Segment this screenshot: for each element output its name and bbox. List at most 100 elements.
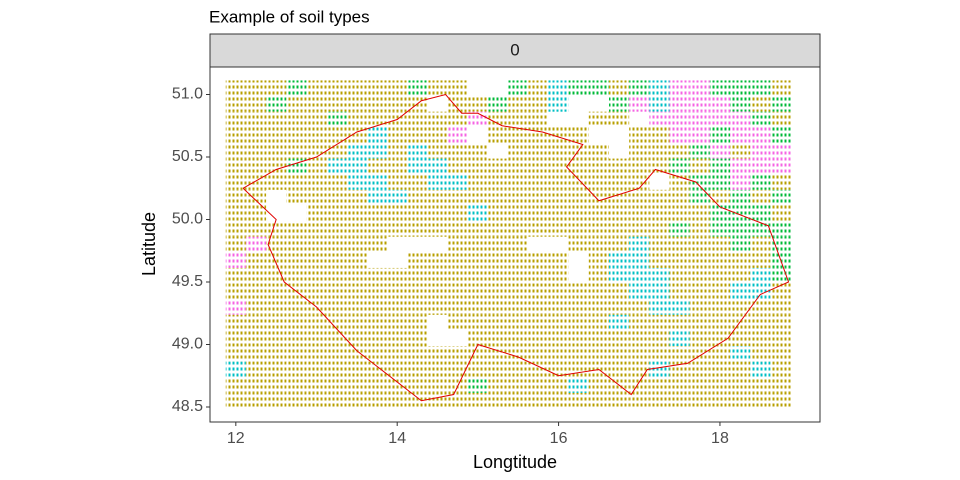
- soil-cell: [709, 299, 731, 315]
- soil-cell: [225, 283, 246, 300]
- soil-cell: [730, 330, 751, 347]
- soil-cell: [487, 314, 509, 331]
- soil-cell: [467, 158, 488, 175]
- soil-cell: [407, 221, 428, 237]
- soil-cell: [225, 346, 246, 362]
- soil-cell: [346, 142, 367, 159]
- soil-cell: [709, 111, 731, 128]
- soil-cell: [528, 158, 549, 175]
- soil-cell: [366, 205, 388, 222]
- soil-cell: [548, 346, 569, 362]
- soil-cell: [750, 80, 771, 97]
- soil-cell: [770, 346, 791, 362]
- soil-cell: [669, 80, 690, 97]
- y-tick-label: 48.5: [172, 398, 203, 415]
- soil-cell: [346, 236, 367, 253]
- soil-cell: [528, 127, 549, 143]
- soil-cell: [649, 361, 670, 378]
- soil-cell: [286, 221, 307, 237]
- soil-cell: [245, 299, 267, 315]
- soil-cell: [447, 361, 468, 378]
- soil-cell: [387, 346, 408, 362]
- soil-cell: [467, 283, 488, 300]
- soil-cell: [266, 252, 287, 268]
- soil-cell: [387, 267, 408, 284]
- soil-cell: [548, 96, 569, 112]
- soil-cell: [306, 111, 327, 128]
- soil-cell: [467, 377, 488, 393]
- soil-cell: [266, 221, 287, 237]
- soil-cell: [407, 252, 428, 268]
- soil-cell: [770, 314, 791, 331]
- soil-cell: [467, 314, 488, 331]
- soil-cell: [306, 314, 327, 331]
- facet-strip: [209, 33, 821, 68]
- soil-cell: [588, 299, 610, 315]
- soil-cell: [689, 283, 710, 300]
- soil-cell: [568, 330, 589, 347]
- soil-cell: [709, 142, 731, 159]
- soil-cell: [286, 174, 307, 190]
- soil-cell: [266, 142, 287, 159]
- soil-cell: [689, 252, 710, 268]
- soil-cell: [487, 299, 509, 315]
- soil-cell: [629, 142, 650, 159]
- soil-cell: [689, 267, 710, 284]
- soil-cell: [669, 96, 690, 112]
- soil-cell: [730, 96, 751, 112]
- soil-cell: [528, 189, 549, 206]
- soil-cell: [487, 377, 509, 393]
- soil-cell: [387, 142, 408, 159]
- soil-cell: [568, 174, 589, 190]
- soil-cell: [286, 236, 307, 253]
- soil-cell: [750, 252, 771, 268]
- soil-cell: [588, 205, 610, 222]
- soil-cell: [588, 189, 610, 206]
- soil-cell: [649, 142, 670, 159]
- soil-cell: [508, 174, 529, 190]
- soil-cell: [508, 111, 529, 128]
- soil-cell: [487, 205, 509, 222]
- soil-cell: [266, 236, 287, 253]
- soil-cell: [306, 189, 327, 206]
- soil-cell: [326, 96, 347, 112]
- soil-cell: [730, 221, 751, 237]
- soil-cell: [629, 174, 650, 190]
- soil-cell: [266, 361, 287, 378]
- soil-cell: [609, 205, 630, 222]
- soil-cell: [689, 377, 710, 393]
- soil-cell: [689, 111, 710, 128]
- soil-cell: [407, 330, 428, 347]
- soil-cell: [346, 346, 367, 362]
- soil-cell: [730, 158, 751, 175]
- soil-cell: [548, 158, 569, 175]
- soil-cell: [609, 346, 630, 362]
- soil-cell: [588, 377, 610, 393]
- soil-cell: [387, 361, 408, 378]
- soil-cell: [669, 142, 690, 159]
- soil-cell: [366, 111, 388, 128]
- soil-cell: [750, 377, 771, 393]
- soil-cell: [467, 392, 488, 409]
- soil-cell: [245, 330, 267, 347]
- soil-cell: [306, 174, 327, 190]
- soil-cell: [750, 111, 771, 128]
- soil-cell: [588, 236, 610, 253]
- soil-cell: [669, 377, 690, 393]
- soil-cell: [609, 236, 630, 253]
- soil-cell: [508, 299, 529, 315]
- soil-cell: [548, 205, 569, 222]
- soil-cell: [487, 158, 509, 175]
- soil-cell: [709, 158, 731, 175]
- soil-cell: [467, 174, 488, 190]
- soil-cell: [427, 205, 448, 222]
- soil-cell: [427, 221, 448, 237]
- soil-cell: [487, 252, 509, 268]
- soil-cell: [346, 361, 367, 378]
- soil-cell: [225, 142, 246, 159]
- soil-cell: [689, 299, 710, 315]
- soil-cell: [326, 346, 347, 362]
- soil-cell: [669, 314, 690, 331]
- soil-cell: [266, 392, 287, 409]
- soil-cell: [629, 189, 650, 206]
